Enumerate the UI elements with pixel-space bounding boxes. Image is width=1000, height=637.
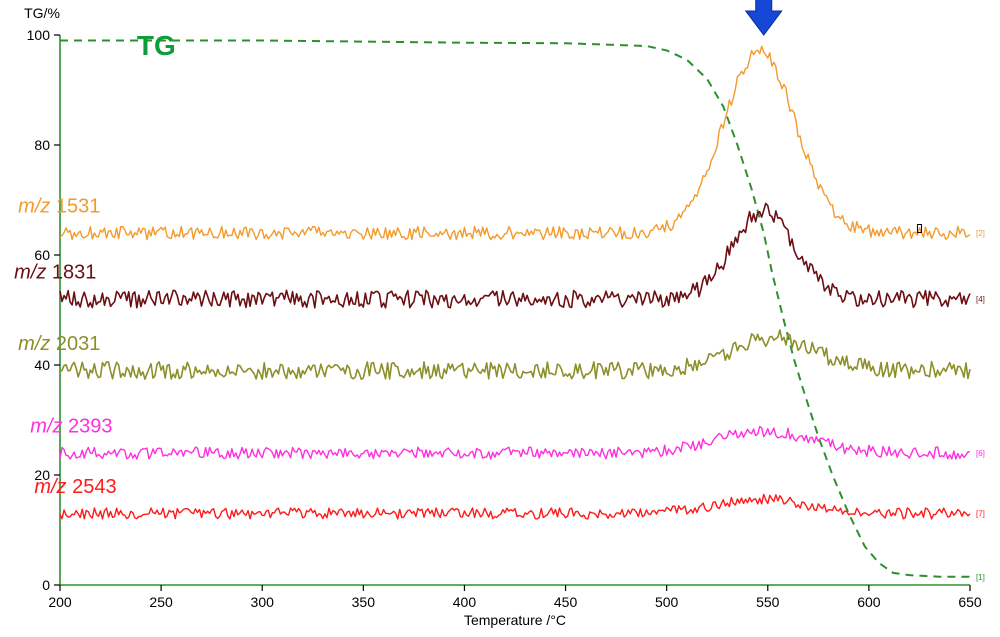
x-tick-label: 550 [756, 594, 780, 610]
trace-label-mz2031: m/z 2031 [18, 333, 100, 355]
trace-label-mz1531: m/z 1531 [18, 196, 100, 218]
x-tick-label: 200 [48, 594, 72, 610]
x-tick-label: 500 [655, 594, 679, 610]
trace-right-mark-mz2393: [6] [976, 449, 985, 458]
tg-right-mark: [1] [976, 573, 985, 582]
x-tick-label: 450 [554, 594, 578, 610]
trace-right-mark-mz1831: [4] [976, 295, 985, 304]
x-tick-label: 400 [453, 594, 477, 610]
tg-label: TG [137, 30, 176, 61]
trace-label-mz2393: m/z 2393 [30, 416, 112, 438]
y-tick-label: 80 [34, 137, 50, 153]
y-axis-label: TG/% [24, 5, 60, 21]
x-tick-label: 350 [352, 594, 376, 610]
trace-right-mark-mz2543: [7] [976, 510, 985, 519]
y-tick-label: 100 [27, 27, 51, 43]
trace-label-mz1831: m/z 1831 [14, 262, 96, 284]
x-tick-label: 650 [958, 594, 982, 610]
y-tick-label: 40 [34, 357, 50, 373]
x-axis-label: Temperature /°C [464, 612, 566, 628]
chart-bg [0, 0, 1000, 637]
y-tick-label: 0 [42, 577, 50, 593]
x-tick-label: 250 [149, 594, 173, 610]
trace-right-mark-mz1531: [2] [976, 229, 985, 238]
x-tick-label: 600 [857, 594, 881, 610]
chart-svg: TG/%Temperature /°C200250300350400450500… [0, 0, 1000, 637]
tg-ms-chart: TG/%Temperature /°C200250300350400450500… [0, 0, 1000, 637]
x-tick-label: 300 [251, 594, 275, 610]
trace-label-mz2543: m/z 2543 [34, 476, 116, 498]
